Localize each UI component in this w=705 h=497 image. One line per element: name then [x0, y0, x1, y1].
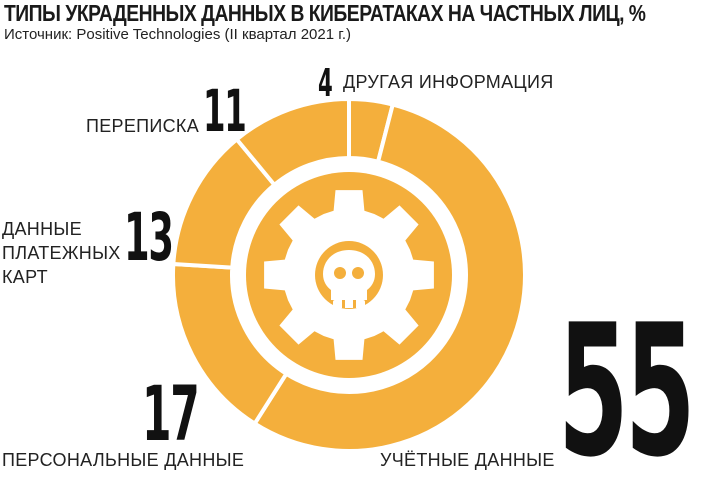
donut-slices	[171, 96, 527, 453]
value-payment-card-data: 13	[124, 199, 174, 276]
skull-jaw	[333, 300, 365, 308]
source-note: Источник: Positive Technologies (II квар…	[4, 26, 352, 43]
skull-eye-left	[334, 267, 346, 279]
skull-tooth-gap	[342, 300, 345, 308]
label-correspondence: ПЕРЕПИСКА	[86, 116, 200, 136]
value-correspondence: 11	[203, 77, 247, 145]
skull-eye-right	[352, 267, 364, 279]
value-other-info: 4	[318, 61, 333, 105]
donut-chart	[171, 96, 527, 453]
label-payment-card-data: ДАННЫЕ ПЛАТЕЖНЫХ КАРТ	[2, 219, 121, 287]
label-other-info: ДРУГАЯ ИНФОРМАЦИЯ	[343, 72, 554, 92]
skull-icon	[323, 250, 375, 308]
value-credentials: 55	[558, 285, 696, 497]
skull-tooth-gap	[353, 300, 356, 308]
label-credentials: УЧЁТНЫЕ ДАННЫЕ	[380, 450, 555, 470]
value-personal-data: 17	[142, 369, 200, 458]
skull-in-gear-icon	[264, 190, 434, 360]
label-personal-data: ПЕРСОНАЛЬНЫЕ ДАННЫЕ	[2, 450, 245, 470]
chart-title: ТИПЫ УКРАДЕННЫХ ДАННЫХ В КИБЕРАТАКАХ НА …	[4, 0, 646, 26]
